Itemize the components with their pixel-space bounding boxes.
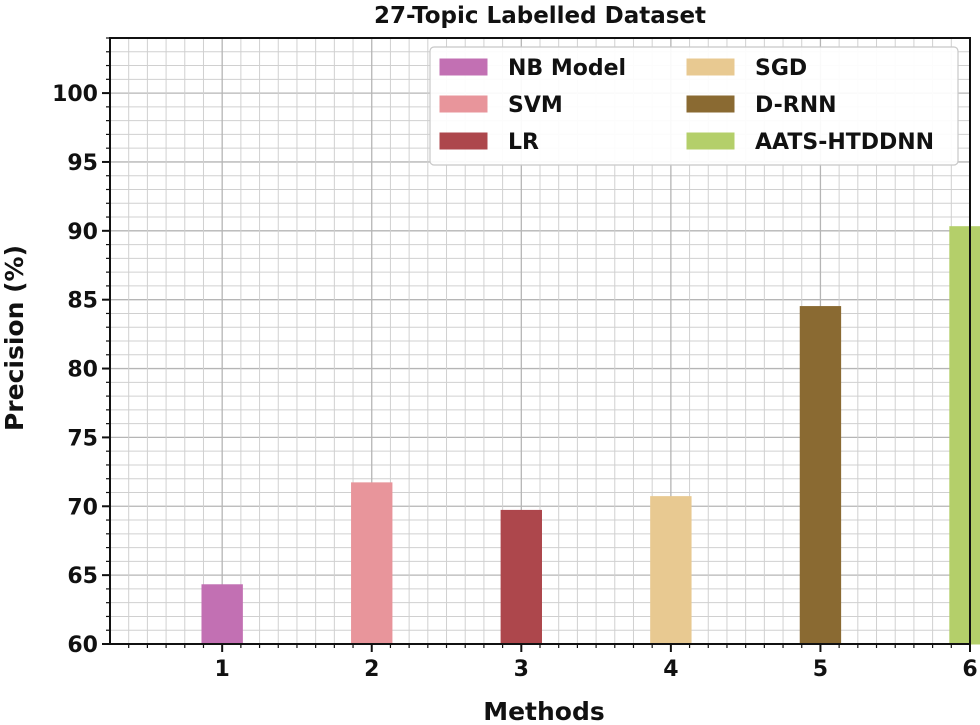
- x-tick-label: 1: [215, 657, 230, 682]
- bar-svm: [351, 482, 393, 645]
- x-axis-label: Methods: [483, 697, 605, 725]
- legend-swatch: [439, 95, 488, 113]
- bar-d-rnn: [799, 306, 842, 645]
- legend-swatch: [686, 132, 735, 150]
- legend-label: D-RNN: [755, 93, 837, 118]
- legend-label: NB Model: [508, 56, 626, 81]
- x-tick-label: 2: [364, 657, 379, 682]
- y-tick-label: 100: [52, 82, 98, 107]
- legend-swatch: [439, 58, 488, 76]
- ticks: 60 65 70 75 80 85 90 95 100 1 2 3 4 5 6: [52, 37, 978, 682]
- y-tick-label: 95: [67, 151, 98, 176]
- bar-aats-htddnn: [949, 226, 980, 645]
- y-tick-label: 90: [67, 220, 98, 245]
- bar-nb-model: [201, 584, 243, 645]
- y-tick-label: 70: [67, 495, 98, 520]
- legend-swatch: [686, 95, 735, 113]
- x-tick-label: 5: [813, 657, 828, 682]
- legend-label: LR: [508, 130, 539, 155]
- legend: NB Model SVM LR SGD D-RNN AATS-HTDDNN: [429, 46, 959, 166]
- legend-swatch: [439, 132, 488, 150]
- legend-swatch: [686, 58, 735, 76]
- y-tick-label: 80: [67, 358, 98, 383]
- y-tick-label: 65: [67, 564, 98, 589]
- y-axis-label: Precision (%): [0, 245, 29, 431]
- chart-title: 27-Topic Labelled Dataset: [374, 3, 706, 29]
- bar-lr: [500, 509, 542, 645]
- legend-label: SGD: [755, 56, 807, 81]
- y-tick-label: 75: [67, 426, 98, 451]
- x-tick-label: 4: [663, 657, 678, 682]
- x-tick-label: 3: [514, 657, 529, 682]
- y-tick-label: 60: [67, 633, 98, 658]
- legend-label: SVM: [508, 93, 563, 118]
- bars: [201, 226, 980, 645]
- x-tick-label: 6: [962, 657, 977, 682]
- legend-label: AATS-HTDDNN: [755, 130, 934, 155]
- bar-sgd: [650, 496, 692, 645]
- y-tick-label: 85: [67, 289, 98, 314]
